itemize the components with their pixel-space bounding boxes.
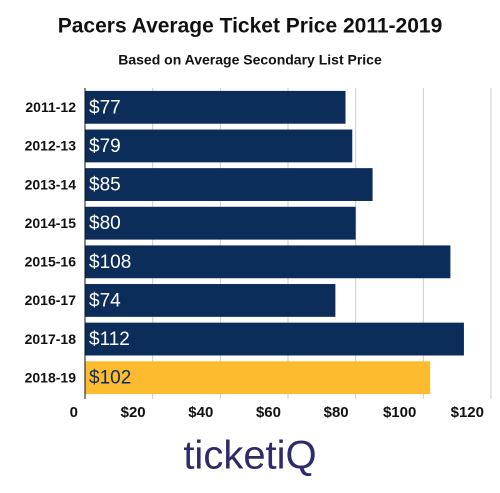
x-tick-label: $40 [188,404,213,421]
y-tick-label: 2015-16 [25,254,77,270]
x-tick-label: 0 [70,404,78,421]
value-label: $80 [89,213,121,234]
x-tick-label: $20 [121,404,146,421]
bar [85,206,356,240]
value-label: $108 [89,252,131,273]
x-tick-label: $100 [383,404,416,421]
y-tick-label: 2016-17 [25,292,77,308]
bar [85,361,431,395]
bar [85,129,353,163]
chart-subtitle: Based on Average Secondary List Price [118,52,382,68]
y-tick-label: 2018-19 [25,369,77,385]
bar [85,90,346,124]
y-tick-label: 2012-13 [25,138,77,154]
bar [85,245,451,279]
x-tick-label: $80 [324,404,349,421]
value-label: $102 [89,368,131,389]
y-tick-label: 2017-18 [25,331,77,347]
y-tick-label: 2011-12 [25,99,76,115]
x-tick-label: $120 [451,404,484,421]
chart-title: Pacers Average Ticket Price 2011-2019 [58,15,443,38]
value-label: $112 [89,329,130,350]
bar [85,284,336,317]
bar [85,322,464,356]
y-tick-label: 2014-15 [25,215,77,231]
value-label: $77 [89,97,121,118]
y-tick-label: 2013-14 [25,176,77,192]
logo: ticketiQ [183,434,316,478]
value-label: $74 [89,290,121,311]
value-label: $79 [89,136,121,157]
x-tick-label: $60 [256,404,281,421]
value-label: $85 [89,175,121,196]
bar [85,168,373,201]
